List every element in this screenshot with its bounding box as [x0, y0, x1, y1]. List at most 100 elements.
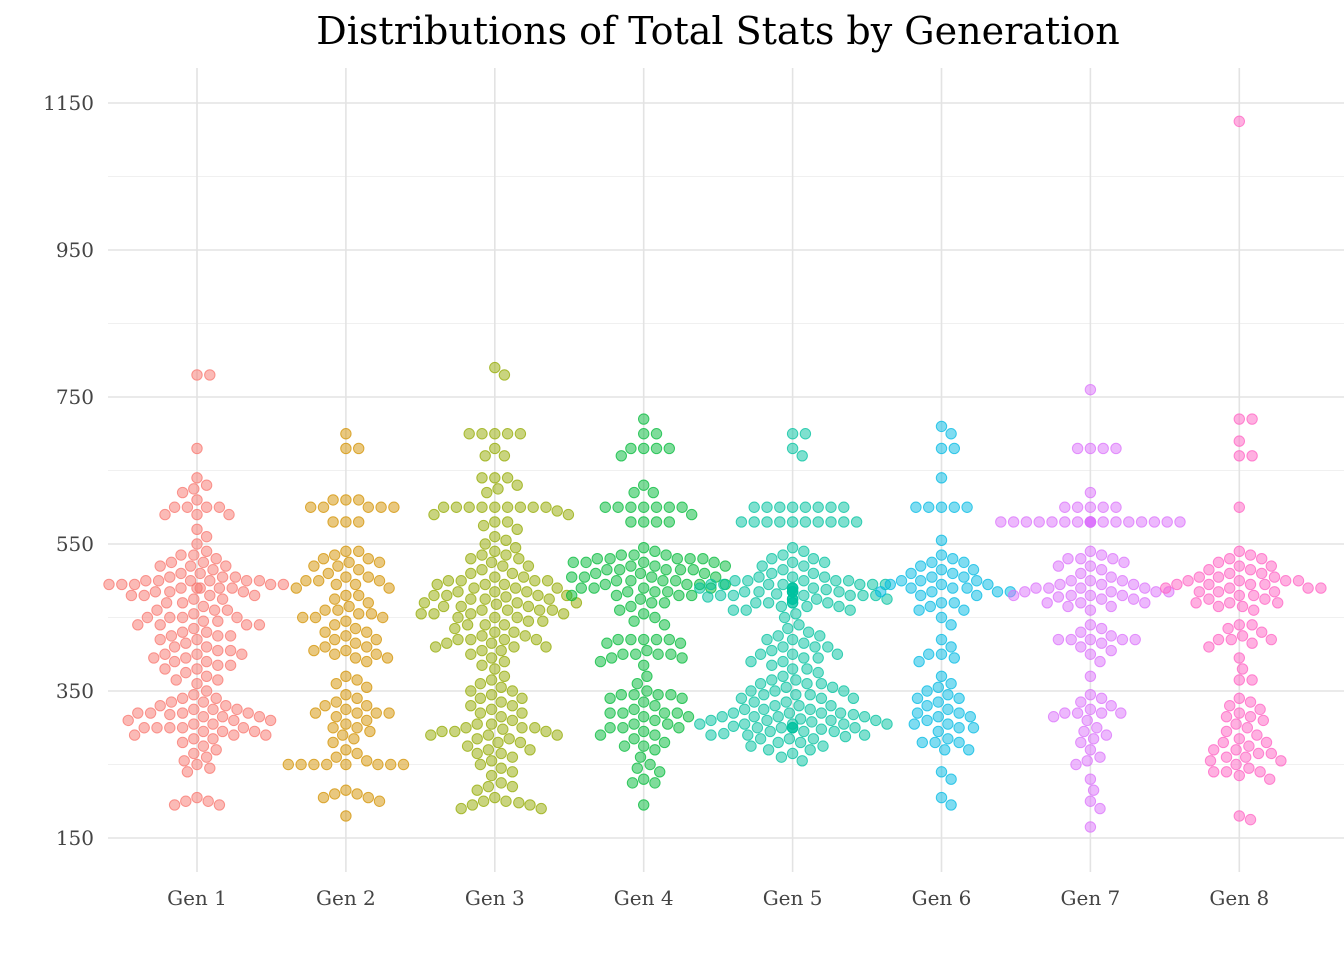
data-point	[176, 486, 189, 499]
data-point	[495, 777, 507, 789]
data-point	[1212, 571, 1225, 583]
data-point	[963, 744, 975, 756]
data-point	[798, 560, 810, 572]
labels-layer: 150 350 550 750 950 1150 Gen 1 Gen 2 Gen 3 Gen 4 G…	[43, 91, 1269, 910]
data-point	[1259, 578, 1271, 591]
data-point	[786, 747, 799, 760]
data-point	[838, 516, 850, 528]
data-point	[1059, 516, 1071, 528]
data-point	[1217, 736, 1230, 749]
data-point	[477, 795, 490, 807]
data-point	[754, 677, 767, 690]
data-point	[372, 758, 384, 771]
data-point	[164, 571, 176, 583]
data-point	[1233, 413, 1246, 425]
data-point	[191, 633, 203, 646]
data-point	[649, 586, 661, 598]
data-point	[191, 758, 203, 771]
data-point	[875, 586, 887, 598]
data-point	[751, 722, 764, 734]
data-point	[828, 725, 840, 738]
data-point	[224, 644, 237, 657]
data-point	[144, 707, 157, 719]
data-point	[849, 722, 861, 734]
data-point	[822, 597, 834, 609]
data-point	[995, 516, 1007, 528]
data-point	[847, 692, 860, 705]
data-point	[705, 729, 717, 741]
data-point	[1233, 575, 1246, 587]
data-point	[967, 722, 980, 734]
data-point	[625, 633, 637, 646]
data-point	[330, 677, 342, 690]
data-point	[1233, 435, 1246, 447]
data-point	[132, 707, 144, 719]
data-point	[638, 711, 650, 723]
data-point	[514, 736, 527, 749]
data-point	[501, 428, 514, 440]
data-point	[1105, 644, 1117, 657]
data-point	[766, 644, 778, 657]
data-point	[248, 589, 261, 602]
data-point	[1084, 560, 1097, 572]
data-point	[476, 630, 488, 642]
data-point	[604, 707, 616, 719]
data-point	[923, 648, 935, 660]
data-point	[702, 591, 714, 603]
data-point	[638, 740, 650, 752]
data-point	[935, 597, 948, 609]
data-point	[634, 567, 647, 580]
data-point	[948, 652, 960, 664]
data-point	[786, 633, 799, 646]
data-point	[524, 799, 536, 811]
data-point	[1243, 762, 1255, 774]
data-point	[103, 578, 115, 591]
data-point	[626, 777, 639, 789]
data-point	[628, 688, 640, 701]
data-point	[945, 619, 957, 631]
data-point	[373, 556, 386, 569]
data-point	[340, 571, 352, 583]
data-point	[786, 722, 799, 734]
data-point	[353, 516, 365, 528]
data-point	[178, 755, 190, 767]
data-point	[436, 725, 448, 738]
data-point	[676, 501, 688, 513]
data-point	[197, 615, 210, 627]
data-point	[308, 758, 320, 771]
data-point	[482, 729, 495, 741]
data-point	[641, 685, 653, 697]
data-point	[253, 619, 266, 631]
data-point	[910, 501, 922, 513]
data-point	[465, 593, 477, 605]
data-point	[663, 442, 675, 455]
data-point	[777, 670, 789, 682]
data-point	[1110, 442, 1122, 455]
data-point	[1052, 591, 1065, 603]
data-point	[1135, 516, 1148, 528]
data-point	[1084, 633, 1097, 646]
data-point	[319, 626, 331, 638]
data-point	[1220, 751, 1233, 763]
data-point	[1246, 619, 1258, 631]
data-point	[297, 611, 309, 624]
data-point	[905, 567, 917, 580]
data-point	[1264, 773, 1276, 785]
data-point	[786, 516, 799, 528]
data-point	[425, 729, 437, 741]
data-point	[777, 655, 789, 668]
data-point	[594, 655, 607, 668]
data-point	[1233, 652, 1246, 664]
data-point	[377, 611, 389, 624]
data-point	[1254, 703, 1266, 716]
data-point	[485, 718, 498, 730]
data-point	[437, 501, 450, 513]
data-point	[649, 545, 661, 558]
data-point	[806, 716, 818, 728]
data-point	[495, 681, 507, 694]
data-point	[248, 725, 261, 738]
data-point	[557, 608, 570, 620]
data-point	[461, 619, 474, 631]
data-point	[226, 582, 238, 594]
data-point	[533, 604, 546, 616]
